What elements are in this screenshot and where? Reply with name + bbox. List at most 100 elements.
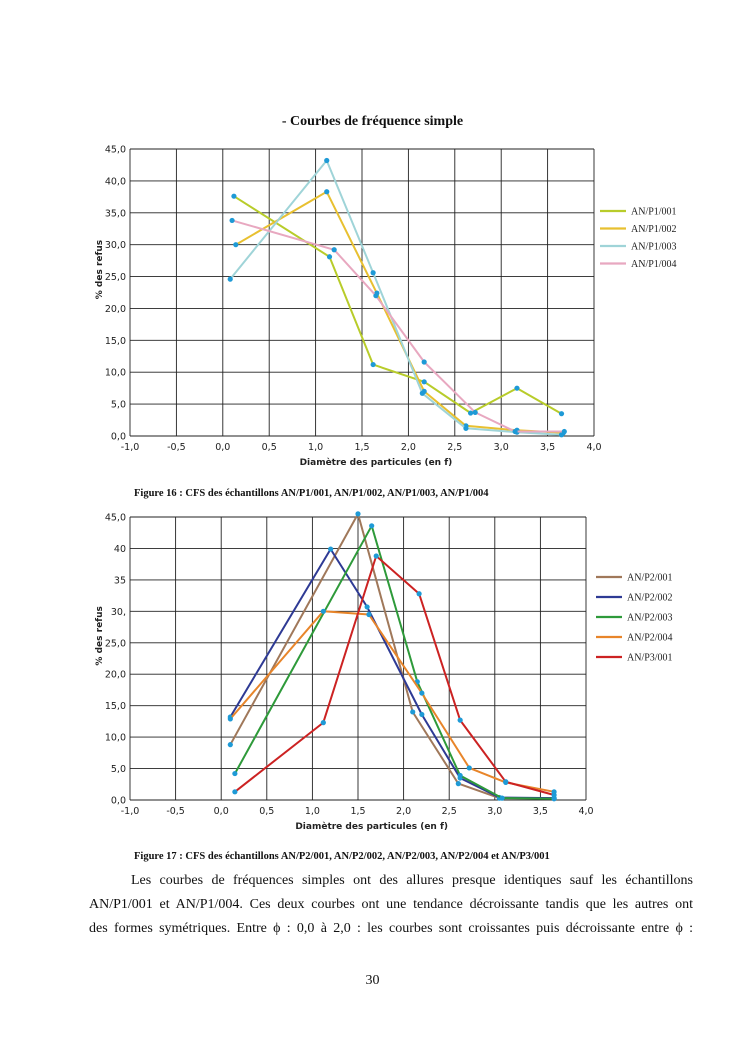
data-point <box>457 772 463 779</box>
data-point <box>369 523 375 529</box>
y-tick-label: 45,0 <box>105 513 126 524</box>
data-point <box>366 611 372 618</box>
data-point <box>419 690 425 696</box>
x-tick-label: 0,5 <box>259 806 274 817</box>
x-axis-label: Diamètre des particules (en f) <box>295 821 448 832</box>
x-tick-label: 4,0 <box>586 442 601 453</box>
legend-label: AN/P2/004 <box>627 633 673 644</box>
legend-label: AN/P1/002 <box>631 224 677 235</box>
data-point <box>331 247 337 253</box>
x-tick-label: 0,5 <box>262 442 277 453</box>
data-point <box>324 189 330 195</box>
paragraph-line: AN/P1/001 et AN/P1/004. Ces deux courbes… <box>89 897 693 912</box>
data-point <box>232 789 238 795</box>
x-tick-label: -1,0 <box>121 442 140 453</box>
data-point <box>232 770 238 777</box>
data-point <box>466 765 472 771</box>
data-point <box>328 546 334 552</box>
legend-label: AN/P2/003 <box>627 613 673 624</box>
series-line-an-p1-003 <box>229 159 562 436</box>
data-point <box>355 511 361 517</box>
series-line-an-p1-001 <box>233 195 562 415</box>
data-point <box>373 553 379 559</box>
chart-figure-17: -1,0 -0,5 0,0 0,5 1,0 1,5 2,0 2,5 3,0 3,5 4,0 0,0 5,… <box>95 511 673 832</box>
y-tick-label: 40,0 <box>105 176 126 187</box>
data-point <box>373 293 379 299</box>
data-point <box>551 792 557 798</box>
x-axis-label: Diamètre des particules (en f) <box>300 457 453 468</box>
data-point <box>512 428 518 435</box>
data-point <box>421 359 427 365</box>
data-point <box>227 276 233 282</box>
x-tick-label: 2,0 <box>396 806 411 817</box>
figure-17-caption: Figure 17 : CFS des échantillons AN/P2/0… <box>134 851 550 862</box>
paragraph-line: Les courbes de fréquences simples ont de… <box>131 873 693 888</box>
legend-label: AN/P1/004 <box>631 259 677 270</box>
x-tick-label: 1,5 <box>354 442 369 453</box>
y-axis-label: % des refus <box>95 606 105 665</box>
x-tick-label: 3,0 <box>487 806 502 817</box>
x-tick-label: 3,5 <box>533 806 548 817</box>
legend-label: AN/P1/003 <box>631 242 677 253</box>
y-tick-label: 15,0 <box>105 701 126 712</box>
data-point <box>551 796 557 802</box>
data-point <box>227 716 233 722</box>
x-tick-label: 3,0 <box>494 442 509 453</box>
x-tick-label: 1,0 <box>308 442 323 453</box>
y-tick-label: 25,0 <box>105 638 126 649</box>
body-paragraph: Les courbes de fréquences simples ont de… <box>89 869 693 941</box>
x-tick-label: 0,0 <box>215 442 230 453</box>
y-tick-label: 0,0 <box>111 796 126 807</box>
y-tick-label: 5,0 <box>111 764 126 775</box>
data-point <box>561 428 567 435</box>
data-point <box>419 711 425 718</box>
data-point <box>320 720 326 726</box>
x-tick-label: 1,5 <box>350 806 365 817</box>
y-tick-label: 5,0 <box>111 400 126 411</box>
y-tick-label: 20,0 <box>105 304 126 315</box>
data-point <box>467 410 474 416</box>
data-point <box>320 608 326 614</box>
data-point <box>326 254 333 260</box>
legend-label: AN/P2/001 <box>627 573 673 584</box>
data-point <box>364 604 370 610</box>
data-point <box>499 795 505 801</box>
legend-label: AN/P3/001 <box>627 653 673 664</box>
y-tick-label: 30, <box>111 607 126 618</box>
data-point <box>419 390 425 396</box>
y-tick-label: 30,0 <box>105 240 126 251</box>
x-tick-label: -1,0 <box>121 806 140 817</box>
y-tick-label: 20,0 <box>105 670 126 681</box>
data-point <box>370 270 376 276</box>
paragraph-line: des formes symétriques. Entre ϕ : 0,0 à … <box>89 921 693 936</box>
data-point <box>324 157 330 164</box>
y-tick-label: 10,0 <box>105 733 126 744</box>
data-point <box>229 217 235 224</box>
y-tick-label: 40 <box>114 544 126 555</box>
section-title: - Courbes de fréquence simple <box>281 114 464 129</box>
page-number: 30 <box>365 973 380 988</box>
series-line-an-p2-002 <box>229 548 555 800</box>
y-tick-label: 10,0 <box>105 368 126 379</box>
x-tick-label: 1,0 <box>305 806 320 817</box>
x-tick-label: 2,5 <box>442 806 457 817</box>
x-tick-label: 2,0 <box>401 442 416 453</box>
data-point <box>455 781 461 787</box>
y-tick-label: 35 <box>114 575 126 586</box>
chart-figure-16: -1,0 -0,5 0,0 0,5 1,0 1,5 2,0 2,5 3,0 3,5 4,0 0,0 5,… <box>95 145 677 469</box>
y-tick-label: 0,0 <box>111 432 126 443</box>
y-tick-label: 45,0 <box>105 145 126 156</box>
x-tick-label: -0,5 <box>167 442 186 453</box>
legend-label: AN/P2/002 <box>627 593 673 604</box>
data-point <box>457 717 463 723</box>
data-point <box>416 591 422 597</box>
data-point <box>472 409 478 416</box>
data-point <box>227 742 233 748</box>
data-point <box>370 361 376 368</box>
data-point <box>463 425 469 431</box>
data-point <box>514 385 520 391</box>
data-point <box>421 379 427 385</box>
data-point <box>233 242 239 248</box>
x-tick-label: 0,0 <box>214 806 229 817</box>
legend-label: AN/P1/001 <box>631 207 677 218</box>
